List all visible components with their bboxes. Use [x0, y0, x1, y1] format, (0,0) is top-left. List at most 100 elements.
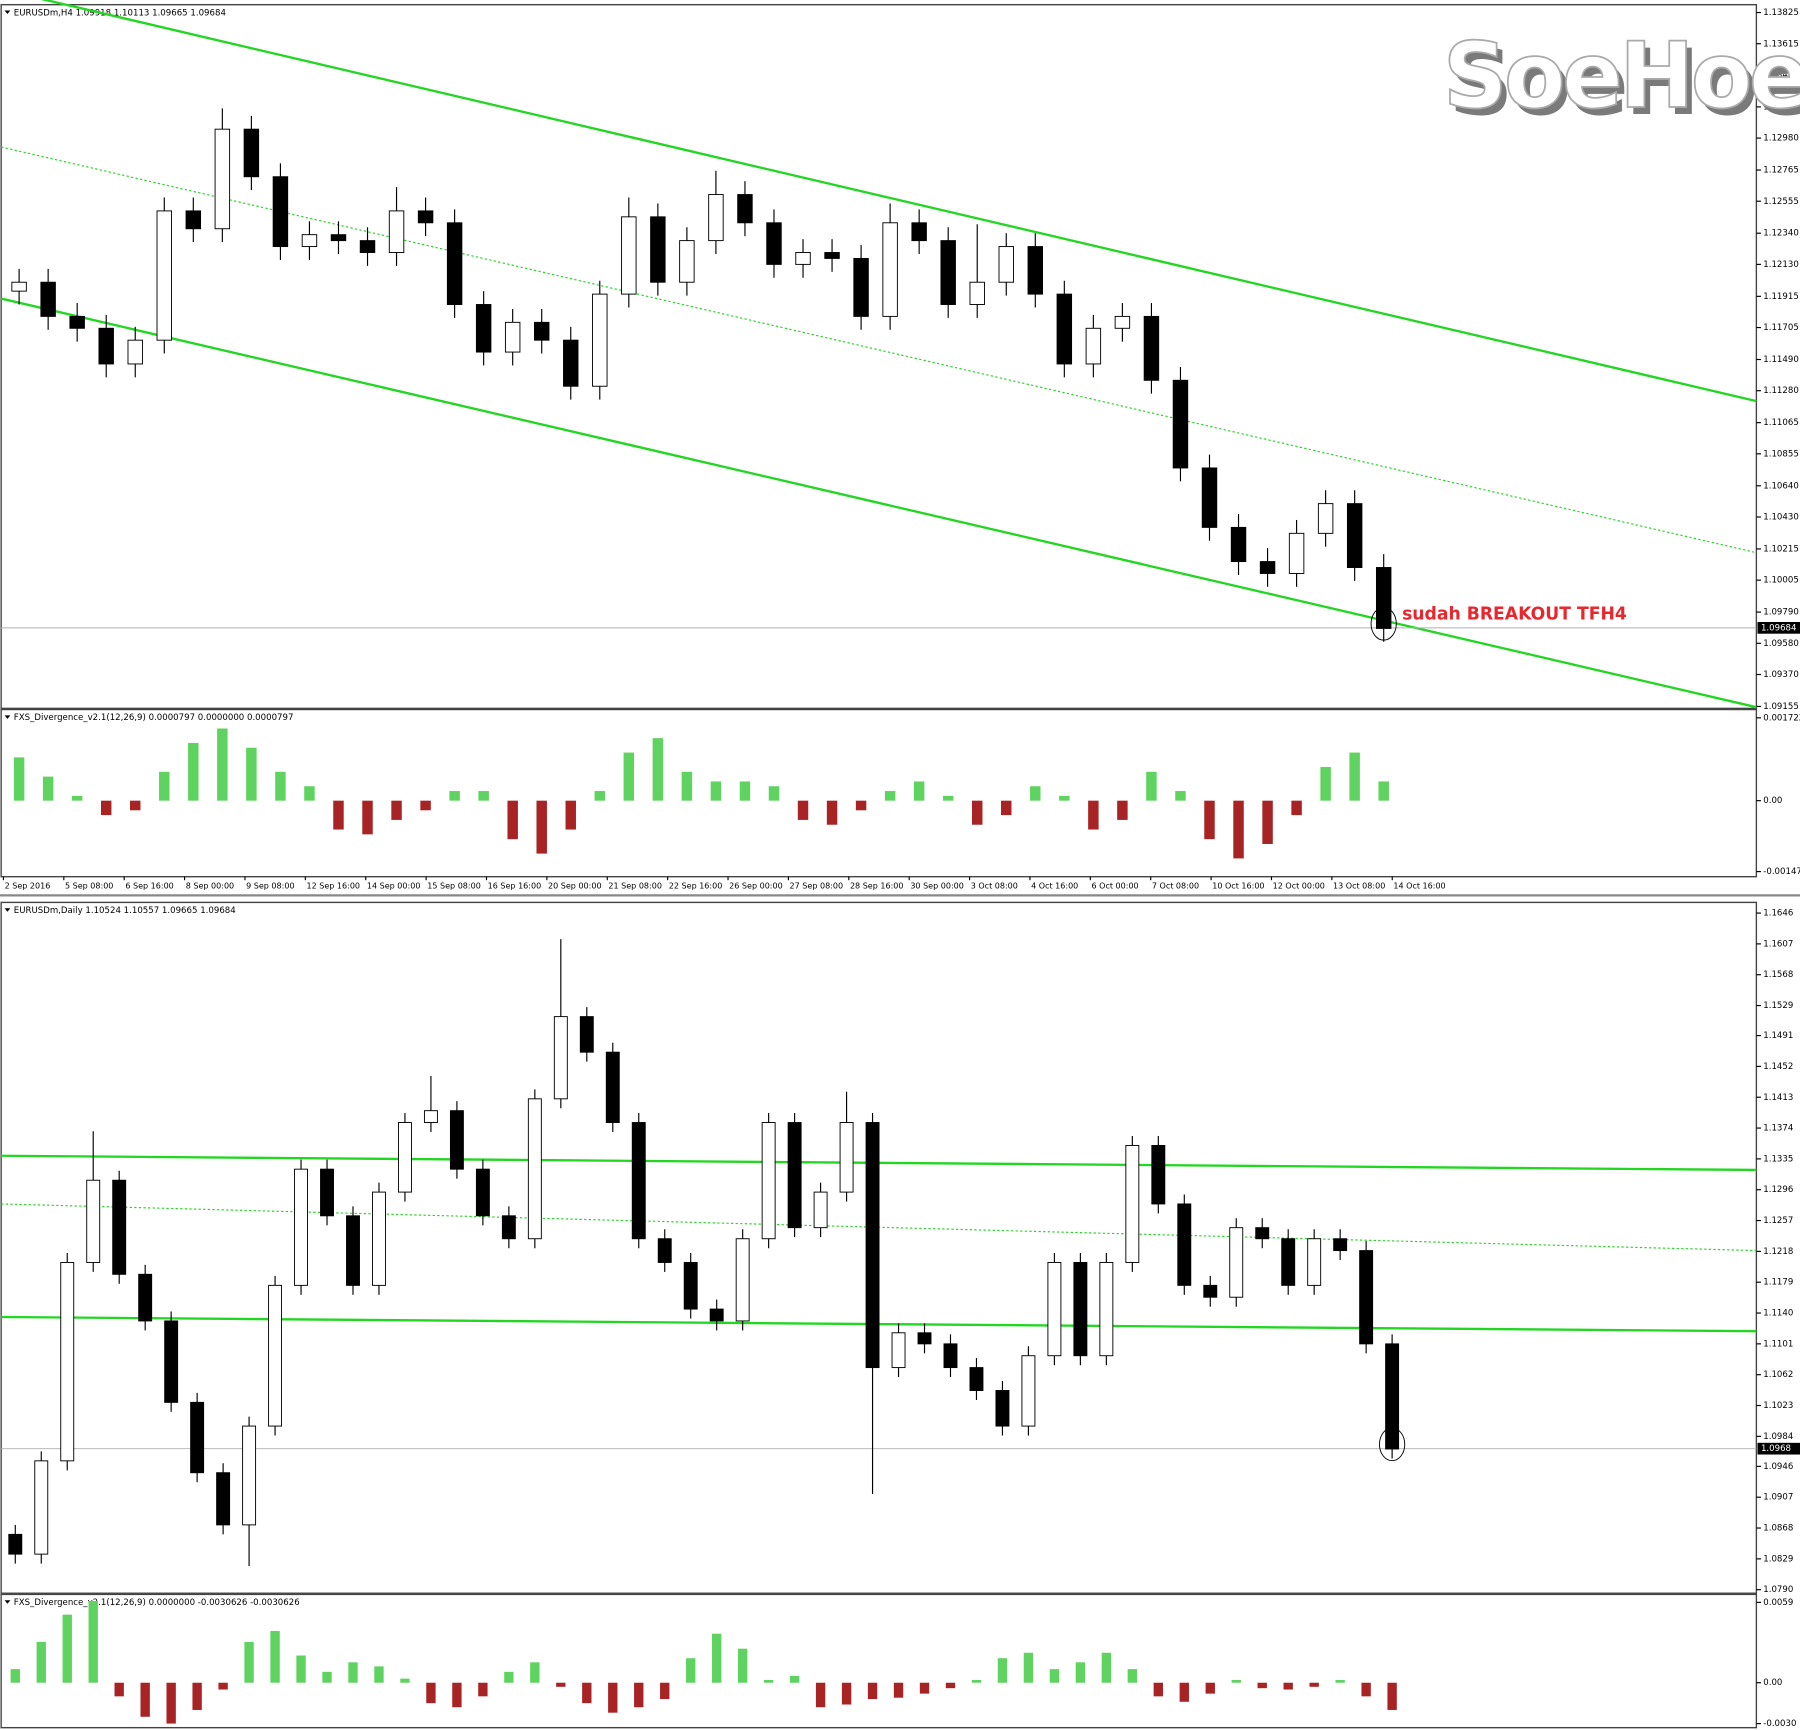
y-tick-label: 1.11280: [1763, 386, 1799, 396]
histogram-bar: [426, 1682, 436, 1704]
candle-body: [839, 1122, 854, 1193]
candle-body: [795, 252, 811, 265]
y-tick-label: 1.1062: [1763, 1370, 1793, 1380]
y-tick-label: 1.1218: [1763, 1247, 1793, 1257]
channel-line: [1, 146, 1757, 554]
y-tick-label: 1.10215: [1763, 544, 1799, 554]
histogram-bar: [826, 800, 838, 825]
x-tick-label: 21 Sep 08:00: [608, 880, 662, 890]
histogram-bar: [763, 1680, 774, 1683]
histogram-bar: [1127, 1669, 1138, 1683]
x-tick-label: 28 Sep 16:00: [850, 880, 904, 890]
candle-body: [1385, 1343, 1400, 1450]
histogram-bar: [374, 1666, 384, 1683]
x-tick-label: 7 Oct 08:00: [1152, 880, 1199, 890]
watermark-shadow: SoeHoe: [1449, 30, 1800, 136]
candle-body: [1151, 1144, 1166, 1205]
histogram-bar: [449, 791, 460, 801]
histogram-bar: [1204, 800, 1215, 840]
y-tick-label: 0.0059: [1763, 1598, 1793, 1608]
histogram-bar: [10, 1669, 20, 1683]
histogram-bar: [1233, 800, 1244, 859]
candle-body: [891, 1332, 906, 1369]
x-tick-label: 14 Oct 16:00: [1393, 880, 1445, 890]
candle-body: [190, 1401, 205, 1474]
histogram-bar: [218, 1682, 228, 1690]
candle-body: [998, 246, 1014, 283]
candle-body: [1172, 379, 1189, 469]
y-tick-label: 1.13825: [1763, 8, 1799, 18]
y-tick-label: 1.1335: [1763, 1154, 1793, 1164]
x-tick-label: 20 Sep 00:00: [548, 880, 602, 890]
histogram-bar: [942, 795, 954, 801]
candle-body: [1317, 503, 1334, 534]
histogram-bar: [1153, 1682, 1163, 1697]
candle-body: [824, 252, 840, 259]
channel-line: [0, 297, 1757, 709]
candle-body: [475, 1168, 490, 1217]
x-tick-label: 12 Sep 16:00: [307, 880, 361, 890]
highlight-circle: [1379, 1427, 1406, 1462]
chart-header: EURUSDm,Daily 1.10524 1.10557 1.09665 1.…: [14, 906, 236, 916]
h4-price-panel: [0, 3, 1758, 710]
histogram-bar: [1075, 1662, 1086, 1683]
y-tick-label: 1.1568: [1763, 970, 1793, 980]
histogram-bar: [42, 776, 54, 801]
candle-body: [1021, 1355, 1036, 1427]
candle-body: [8, 1533, 23, 1555]
histogram-bar: [1320, 766, 1331, 801]
last-price-box: [1757, 622, 1800, 634]
histogram-bar: [504, 1671, 514, 1683]
candle-body: [592, 293, 608, 387]
y-tick-label: 1.0868: [1763, 1523, 1793, 1533]
daily-indicator-panel: [0, 1593, 1758, 1729]
x-tick-label: 13 Oct 08:00: [1333, 880, 1385, 890]
histogram-bar: [893, 1682, 904, 1698]
y-tick-label: 1.1374: [1763, 1124, 1794, 1134]
candle-body: [1125, 1144, 1140, 1263]
histogram-bar: [686, 1658, 696, 1683]
histogram-bar: [1175, 791, 1186, 801]
y-tick-label: 1.1296: [1763, 1185, 1793, 1195]
candle-body: [940, 240, 956, 305]
candle-body: [911, 222, 927, 242]
candle-body: [294, 1168, 308, 1286]
histogram-bar: [1059, 795, 1070, 801]
histogram-bar: [530, 1662, 540, 1683]
histogram-bar: [217, 728, 228, 801]
y-tick-label: 1.1529: [1763, 1001, 1793, 1011]
candle-body: [527, 1098, 542, 1240]
candle-body: [446, 222, 463, 305]
histogram-bar: [140, 1682, 150, 1717]
candle-body: [86, 1179, 101, 1263]
y-tick-label: 1.11705: [1763, 323, 1799, 333]
histogram-bar: [192, 1682, 202, 1710]
candle-body: [1027, 246, 1044, 295]
histogram-bar: [797, 800, 809, 820]
candle-body: [34, 1460, 49, 1555]
candle-body: [98, 327, 114, 365]
annotation: sudah BREAKOUT TFH4: [1402, 604, 1627, 624]
candle-body: [995, 1390, 1010, 1427]
histogram-bar: [1117, 800, 1128, 820]
histogram-bar: [971, 1680, 982, 1683]
histogram-bar: [478, 791, 489, 801]
histogram-bar: [244, 1641, 254, 1683]
histogram-bar: [420, 800, 431, 811]
histogram-bar: [1101, 1652, 1112, 1683]
candle-body: [214, 128, 231, 230]
x-tick-label: 16 Sep 16:00: [488, 880, 542, 890]
x-tick-label: 30 Sep 00:00: [910, 880, 964, 890]
candle-body: [11, 281, 27, 292]
y-tick-label: 1.12765: [1763, 165, 1799, 175]
x-tick-label: 4 Oct 16:00: [1031, 880, 1078, 890]
h4-indicator-panel: [0, 708, 1758, 878]
candle-body: [501, 1215, 516, 1240]
header-triangle: [4, 1600, 11, 1604]
histogram-bar: [536, 800, 547, 854]
histogram-bar: [1291, 800, 1302, 816]
candle-body: [683, 1261, 698, 1310]
y-tick-label: 1.1491: [1763, 1031, 1793, 1041]
y-tick-label: 1.1023: [1763, 1401, 1793, 1411]
